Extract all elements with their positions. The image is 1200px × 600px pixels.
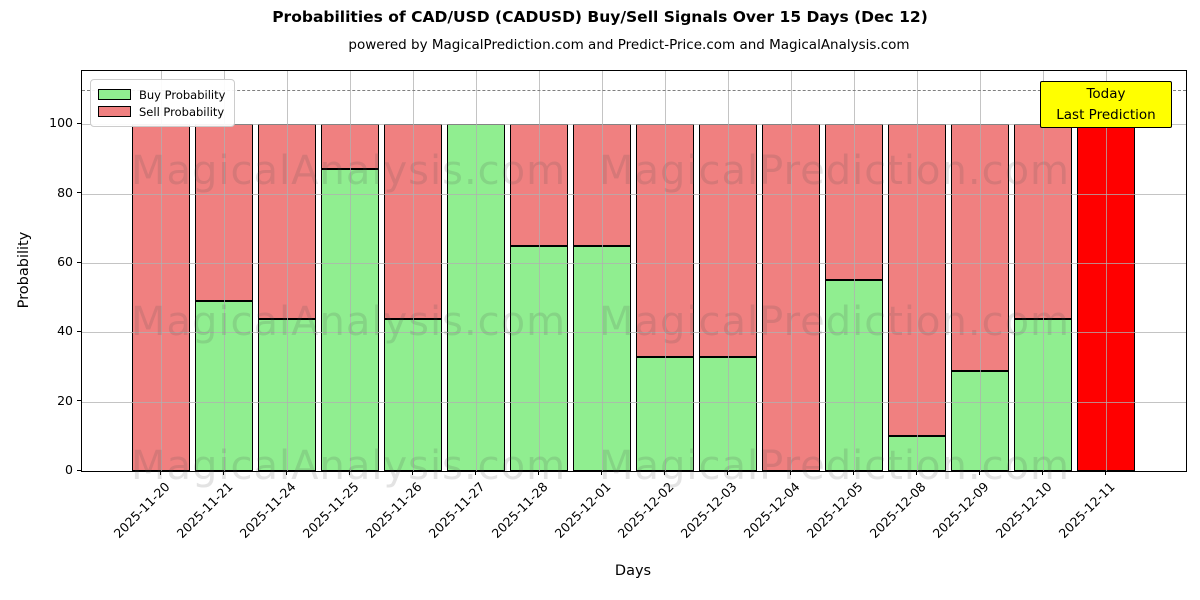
threshold-dashed-line (82, 89, 1186, 91)
v-gridline (980, 71, 981, 471)
v-gridline (1106, 71, 1107, 471)
x-tick-mark (852, 471, 854, 475)
v-gridline (602, 71, 603, 471)
y-tick-label: 20 (57, 392, 73, 408)
y-tick-mark (77, 192, 81, 194)
legend-item-buy: Buy Probability (98, 86, 225, 103)
x-tick-mark (1104, 471, 1106, 475)
x-tick-mark (537, 471, 539, 475)
x-tick-mark (978, 471, 980, 475)
h-gridline (82, 124, 1186, 126)
watermark-left: MagicalAnalysis.com (131, 299, 567, 345)
y-tick-label: 40 (57, 323, 73, 339)
x-tick-mark (411, 471, 413, 475)
v-gridline (287, 71, 288, 471)
legend-item-sell: Sell Probability (98, 103, 225, 120)
v-gridline (224, 71, 225, 471)
buy-probability-swatch (98, 89, 131, 100)
x-tick-label: 2025-11-20 (110, 479, 173, 541)
x-tick-mark (159, 471, 161, 475)
h-gridline (82, 263, 1186, 264)
legend: Buy Probability Sell Probability (90, 79, 236, 127)
x-tick-mark (789, 471, 791, 475)
watermark-right: MagicalPrediction.com (599, 443, 1070, 489)
legend-label-sell: Sell Probability (139, 104, 225, 119)
watermark-left: MagicalAnalysis.com (131, 148, 567, 194)
x-axis-label: Days (614, 563, 652, 579)
x-tick-mark (222, 471, 224, 475)
x-tick-mark (1041, 471, 1043, 475)
chart-title: Probabilities of CAD/USD (CADUSD) Buy/Se… (272, 8, 928, 26)
v-gridline (917, 71, 918, 471)
v-gridline (539, 71, 540, 471)
h-gridline (82, 332, 1186, 334)
v-gridline (791, 71, 792, 471)
y-tick-label: 100 (49, 115, 73, 131)
v-gridline (350, 71, 351, 471)
v-gridline (476, 71, 477, 471)
x-tick-mark (474, 471, 476, 475)
y-tick-label: 60 (57, 254, 73, 269)
x-tick-mark (663, 471, 665, 475)
y-tick-mark (77, 330, 81, 333)
v-gridline (854, 71, 855, 471)
h-gridline (82, 401, 1186, 403)
today-annotation-line2: Last Prediction (1056, 107, 1156, 123)
v-gridline (728, 71, 729, 471)
y-tick-mark (77, 469, 81, 471)
x-tick-mark (285, 471, 287, 475)
x-tick-mark (600, 471, 602, 475)
v-gridline (665, 71, 666, 471)
y-tick-label: 80 (57, 184, 73, 200)
v-gridline (1043, 71, 1044, 471)
chart-subtitle: powered by MagicalPrediction.com and Pre… (348, 37, 910, 53)
y-tick-label: 0 (65, 462, 73, 477)
v-gridline (161, 71, 162, 471)
watermark-left: MagicalAnalysis.com (131, 443, 567, 489)
x-tick-mark (726, 471, 728, 475)
legend-label-buy: Buy Probability (139, 87, 226, 102)
sell-probability-swatch (98, 106, 131, 117)
x-tick-mark (915, 471, 917, 475)
y-tick-mark (77, 261, 81, 263)
y-tick-mark (77, 400, 81, 402)
watermark-right: MagicalPrediction.com (599, 299, 1070, 345)
y-axis-label: Probability (16, 231, 32, 309)
h-gridline (82, 193, 1186, 195)
today-annotation-line1: Today (1086, 86, 1126, 102)
x-tick-mark (348, 471, 350, 475)
y-tick-mark (77, 122, 81, 125)
plot-area: MagicalAnalysis.com MagicalPrediction.com… (81, 70, 1187, 489)
today-annotation: Today Last Prediction (1040, 81, 1172, 128)
v-gridline (413, 71, 414, 471)
watermark-right: MagicalPrediction.com (599, 148, 1070, 194)
